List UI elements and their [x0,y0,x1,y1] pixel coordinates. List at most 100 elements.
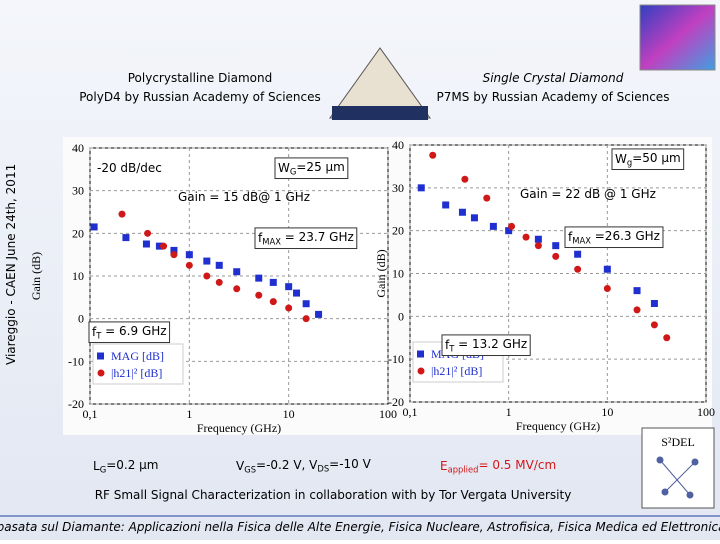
side-text: Viareggio - CAEN June 24th, 2011 [4,164,18,365]
point [534,235,542,243]
annotation: -20 dB/dec [97,161,162,175]
point [215,261,223,269]
x-tick-label: 1 [506,405,512,419]
right-title: Single Crystal Diamond [483,71,624,85]
y-tick-label: -10 [388,352,404,366]
subscript: g [627,158,632,168]
point [155,242,163,250]
y-tick-label: -20 [68,397,84,411]
x-axis-label: Frequency (GHz) [516,419,600,433]
annotation-box [254,227,358,250]
text-part: -20 dB/dec [97,161,162,175]
point [118,210,126,218]
point [185,261,193,269]
point [650,321,658,329]
point [650,299,658,307]
annotation: Wg=50 µm [615,151,681,168]
point [285,304,293,312]
bias: VGS=-0.2 V, VDS=-10 V [236,457,372,475]
x-tick-label: 1 [186,407,192,421]
x-tick-label: 100 [379,407,397,421]
point [285,283,293,291]
legend-marker [97,352,104,360]
y-tick-label: 20 [72,226,84,240]
subscript: G [290,167,297,177]
y-tick-label: 30 [392,181,404,195]
point [534,242,542,250]
y-tick-label: -10 [68,354,84,368]
field: Eapplied= 0.5 MV/cm [440,458,556,475]
text-part: E [440,459,448,473]
point [603,284,611,292]
text-part: =50 µm [632,151,680,165]
annotation-box [441,334,531,357]
subscript: G [100,465,107,475]
x-tick-label: 100 [697,405,715,419]
point [458,208,466,216]
footer: Elettronica basata sul Diamante: Applica… [0,520,720,534]
point [505,227,513,235]
s2del-logo [641,427,715,509]
x-tick-label: 10 [601,405,613,419]
legend-marker [417,350,424,358]
annotation: Gain = 15 dB@ 1 GHz [178,190,310,204]
right-subtitle: P7MS by Russian Academy of Sciences [437,90,670,104]
y-tick-label: 20 [392,224,404,238]
subscript: DS [317,463,329,473]
y-tick-label: 0 [398,309,404,323]
text-part: L [93,459,100,473]
collaboration: RF Small Signal Characterization in coll… [95,488,572,502]
legend-marker [417,367,425,375]
point [552,252,560,260]
text-part: W [615,152,627,166]
text-part: =-10 V [329,457,371,471]
text-part: f [92,325,97,339]
point [633,287,641,295]
point [255,274,263,282]
annotation: fT = 6.9 GHz [92,324,167,341]
y-tick-label: -20 [388,395,404,409]
point [160,242,168,250]
chart: -20 -10 0 10 20 30 40 0,1 1 10 100 Frequency (GHz) G… [374,138,715,433]
point [293,289,301,297]
point [461,175,469,183]
point [417,184,425,192]
point [302,315,310,323]
institute-band [332,106,428,120]
left-subtitle: PolyD4 by Russian Academy of Sciences [79,90,321,104]
point [233,285,241,293]
point [508,222,516,230]
legend-label: |h21|² [dB] [431,364,482,378]
x-tick-label: 10 [283,407,295,421]
text-part: = 6.9 GHz [101,324,166,338]
y-tick-label: 10 [72,269,84,283]
text-part: =-0.2 V, V [256,458,318,472]
annotation-box [88,321,171,344]
annotation: WG=25 µm [278,160,345,177]
point [633,306,641,314]
point [255,291,263,299]
text-part: Gain = 15 dB@ 1 GHz [178,190,310,204]
subscript: T [95,331,102,341]
text-part: = 13.2 GHz [454,337,527,351]
point [144,229,152,237]
text-part: Gain = 22 dB @ 1 GHz [520,187,656,201]
legend-label: |h21|² [dB] [111,366,162,380]
text-part: =25 µm [296,160,344,174]
point [489,222,497,230]
annotation: fMAX =26.3 GHz [568,229,660,246]
legend-label: MAG [dB] [111,349,164,363]
text-part: f [445,338,450,352]
point [203,272,211,280]
text-part: = 0.5 MV/cm [478,458,556,472]
text-part: =0.2 µm [106,458,158,472]
text-part: f [258,231,263,245]
subscript: MAX [572,236,591,246]
point [203,257,211,265]
legend-box [92,343,184,385]
subscript: applied [448,465,479,475]
text-part: = 23.7 GHz [281,230,354,244]
text-part: f [568,230,573,244]
point [603,265,611,273]
